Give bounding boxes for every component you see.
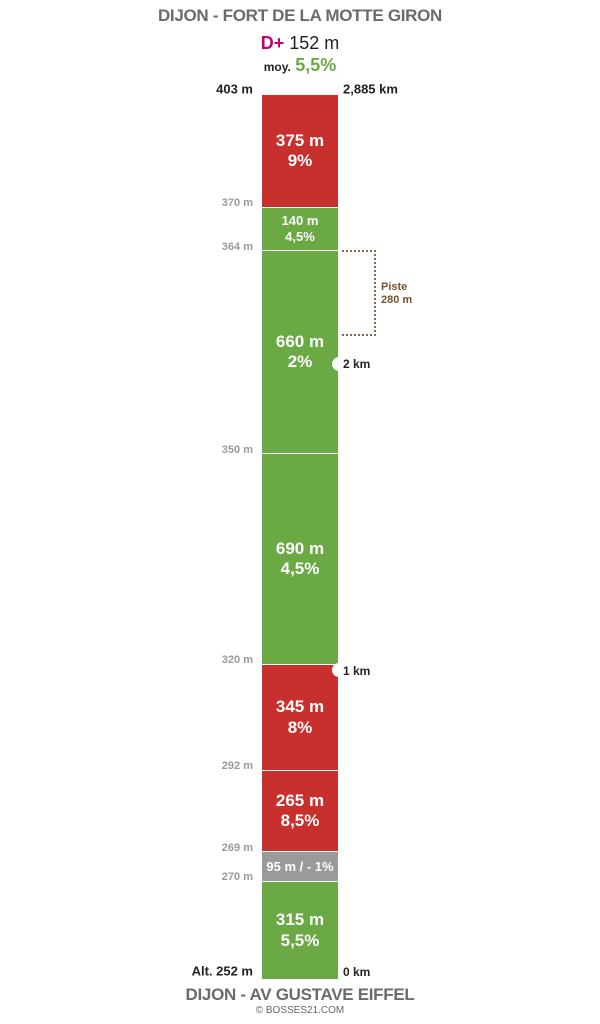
segment-grade: 9% bbox=[287, 151, 313, 170]
elevation-gain: D+ 152 m bbox=[0, 33, 600, 54]
dplus-value: 152 m bbox=[289, 33, 340, 53]
segment-distance: 140 m bbox=[281, 213, 319, 229]
altitude-mark: 320 m bbox=[221, 654, 253, 666]
route-title-bottom: DIJON - AV GUSTAVE EIFFEL bbox=[185, 985, 415, 1004]
segment-distance: 375 m bbox=[275, 130, 325, 150]
km-marker-notch bbox=[332, 357, 346, 371]
segment-grade: 4,5% bbox=[280, 559, 320, 578]
segment-distance: 315 m bbox=[275, 910, 325, 930]
segment-distance: 660 m bbox=[275, 331, 325, 351]
altitude-mark: 370 m bbox=[221, 197, 253, 209]
segment-4: 690 m 4,5% bbox=[262, 454, 338, 665]
km-label: 2 km bbox=[343, 357, 371, 371]
segment-distance: 265 m bbox=[275, 790, 325, 810]
segment-grade: 8,5% bbox=[280, 811, 320, 830]
piste-label: Piste bbox=[381, 281, 408, 293]
segment-6: 265 m 8,5% bbox=[262, 771, 338, 852]
average-grade-label: moy. bbox=[263, 60, 291, 74]
segment-3: 660 m 2% bbox=[262, 251, 338, 454]
segment-1: 375 m 9% bbox=[262, 95, 338, 208]
dplus-label: D+ bbox=[260, 33, 285, 53]
average-grade: moy. 5,5% bbox=[0, 55, 600, 76]
km-label: 0 km bbox=[343, 965, 371, 979]
bottom-altitude-label: Alt. 252 m bbox=[191, 963, 253, 979]
segment-2: 140 m 4,5% bbox=[262, 208, 338, 251]
altitude-mark: 292 m bbox=[221, 760, 253, 772]
segment-grade: 2% bbox=[287, 352, 313, 371]
segment-grade: 4,5% bbox=[285, 229, 315, 244]
segment-distance: 345 m bbox=[275, 697, 325, 717]
altitude-mark: 270 m bbox=[221, 871, 253, 883]
credit-text: © BOSSES21.COM bbox=[255, 1005, 345, 1016]
segment-8: 315 m 5,5% bbox=[262, 882, 338, 979]
piste-annotation: Piste 280 m bbox=[381, 281, 412, 307]
route-title-top: DIJON - FORT DE LA MOTTE GIRON bbox=[157, 6, 443, 25]
average-grade-value: 5,5% bbox=[295, 55, 337, 75]
altitude-mark: 269 m bbox=[221, 842, 253, 854]
segment-distance: 690 m bbox=[275, 538, 325, 558]
total-distance-label: 2,885 km bbox=[343, 81, 398, 97]
segment-grade: 8% bbox=[287, 717, 313, 737]
segment-label: 95 m / - 1% bbox=[266, 858, 334, 874]
km-marker-notch bbox=[332, 663, 346, 677]
segment-7: 95 m / - 1% bbox=[262, 852, 338, 882]
altitude-mark: 350 m bbox=[221, 444, 253, 456]
piste-length: 280 m bbox=[381, 294, 413, 307]
segment-5: 345 m 8% bbox=[262, 665, 338, 771]
km-label: 1 km bbox=[343, 664, 371, 678]
segment-grade: 5,5% bbox=[280, 930, 320, 950]
top-altitude-label: 403 m bbox=[216, 81, 253, 97]
altitude-mark: 364 m bbox=[221, 241, 253, 253]
piste-bracket bbox=[342, 250, 376, 336]
